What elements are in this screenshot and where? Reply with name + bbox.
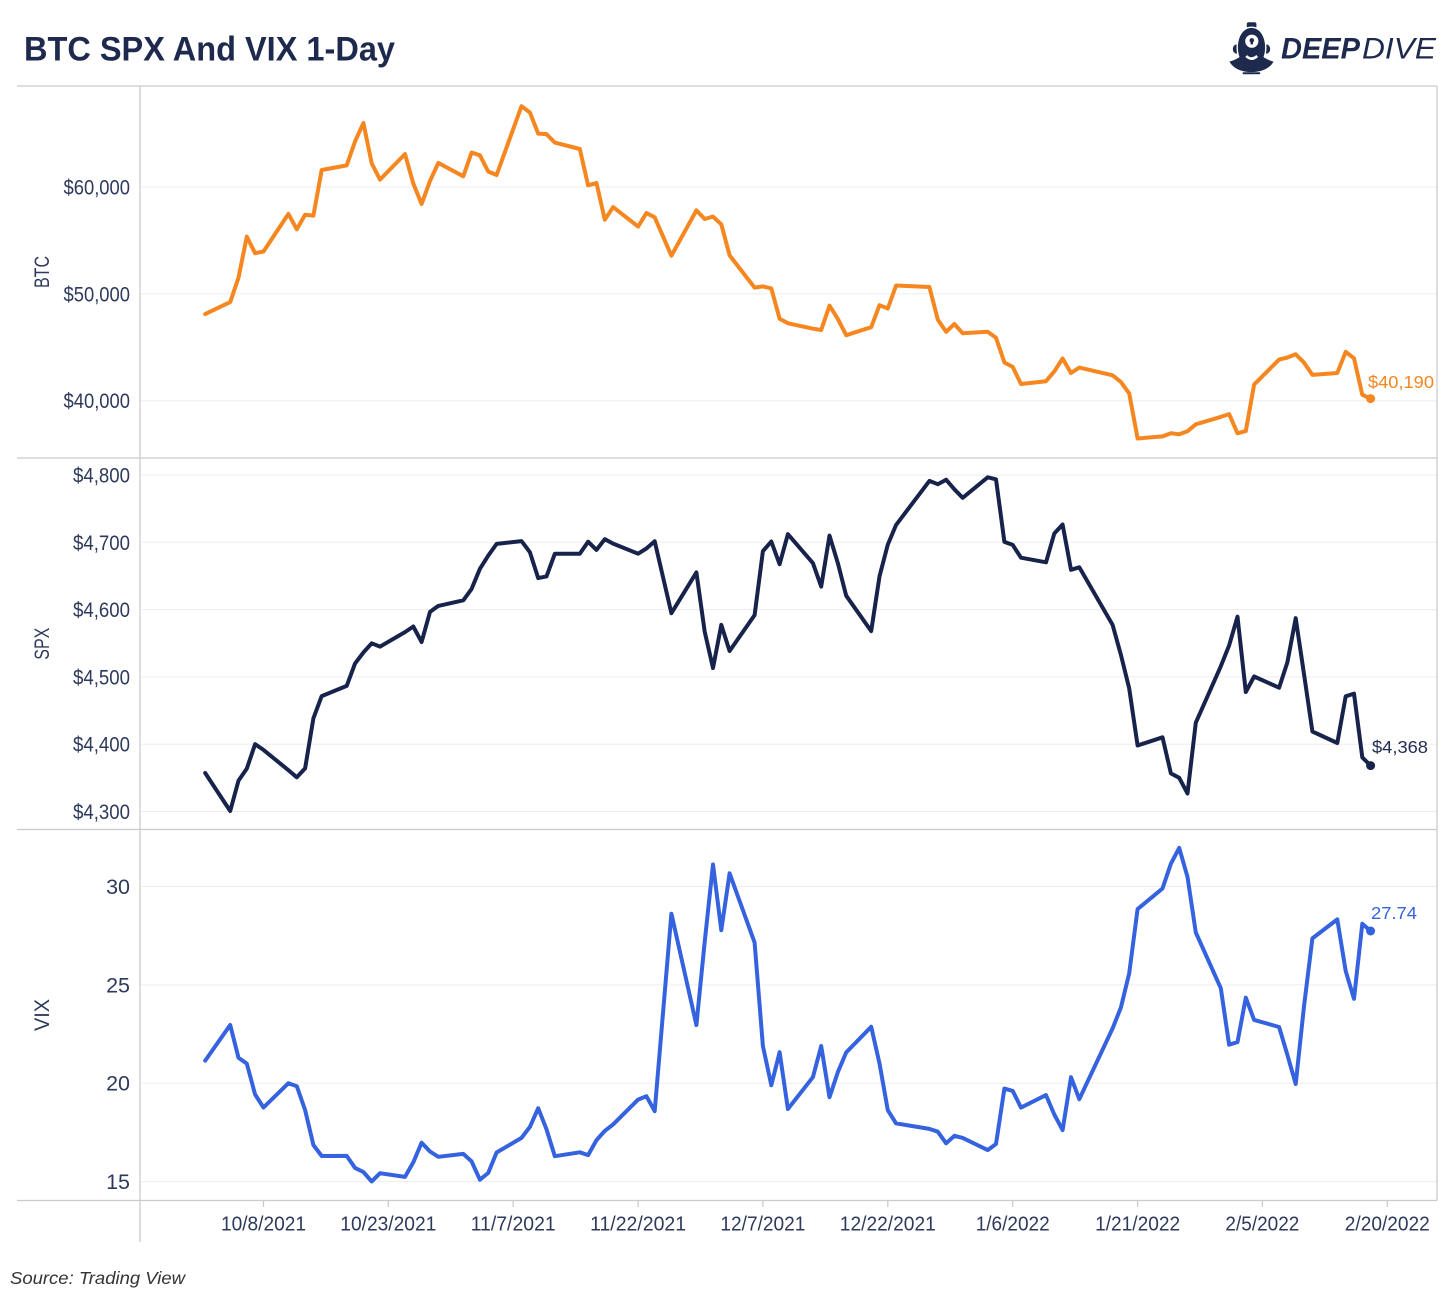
svg-text:$60,000: $60,000 [64,176,131,200]
svg-text:VIX: VIX [30,999,54,1031]
svg-text:$50,000: $50,000 [64,282,131,306]
svg-text:20: 20 [106,1072,130,1096]
svg-text:1/21/2022: 1/21/2022 [1095,1214,1180,1236]
svg-text:DEEP: DEEP [1281,33,1361,66]
svg-text:11/22/2021: 11/22/2021 [590,1214,686,1236]
svg-text:15: 15 [106,1170,130,1194]
svg-text:$4,800: $4,800 [73,464,130,488]
svg-text:$4,700: $4,700 [73,531,130,555]
svg-text:10/23/2021: 10/23/2021 [340,1214,436,1236]
svg-text:BTC: BTC [30,256,54,288]
svg-text:$40,000: $40,000 [64,389,131,413]
svg-text:12/7/2021: 12/7/2021 [720,1214,805,1236]
svg-text:27.74: 27.74 [1371,903,1417,923]
svg-text:10/8/2021: 10/8/2021 [221,1214,306,1236]
svg-text:$4,600: $4,600 [73,598,130,622]
svg-text:$40,190: $40,190 [1368,372,1434,392]
svg-text:1/6/2022: 1/6/2022 [976,1214,1050,1236]
svg-text:12/22/2021: 12/22/2021 [840,1214,936,1236]
svg-text:$4,300: $4,300 [73,800,130,824]
svg-text:25: 25 [106,973,130,997]
svg-text:11/7/2021: 11/7/2021 [471,1214,556,1236]
svg-text:$4,368: $4,368 [1372,737,1428,757]
svg-text:$4,400: $4,400 [73,733,130,757]
svg-text:DIVE: DIVE [1362,33,1437,66]
svg-text:Source: Trading View: Source: Trading View [10,1268,186,1288]
svg-text:30: 30 [106,875,130,899]
svg-text:2/20/2022: 2/20/2022 [1345,1214,1430,1236]
svg-text:BTC SPX And VIX 1-Day: BTC SPX And VIX 1-Day [24,31,395,69]
svg-text:2/5/2022: 2/5/2022 [1225,1214,1299,1236]
svg-text:SPX: SPX [30,628,54,660]
svg-text:$4,500: $4,500 [73,665,130,689]
